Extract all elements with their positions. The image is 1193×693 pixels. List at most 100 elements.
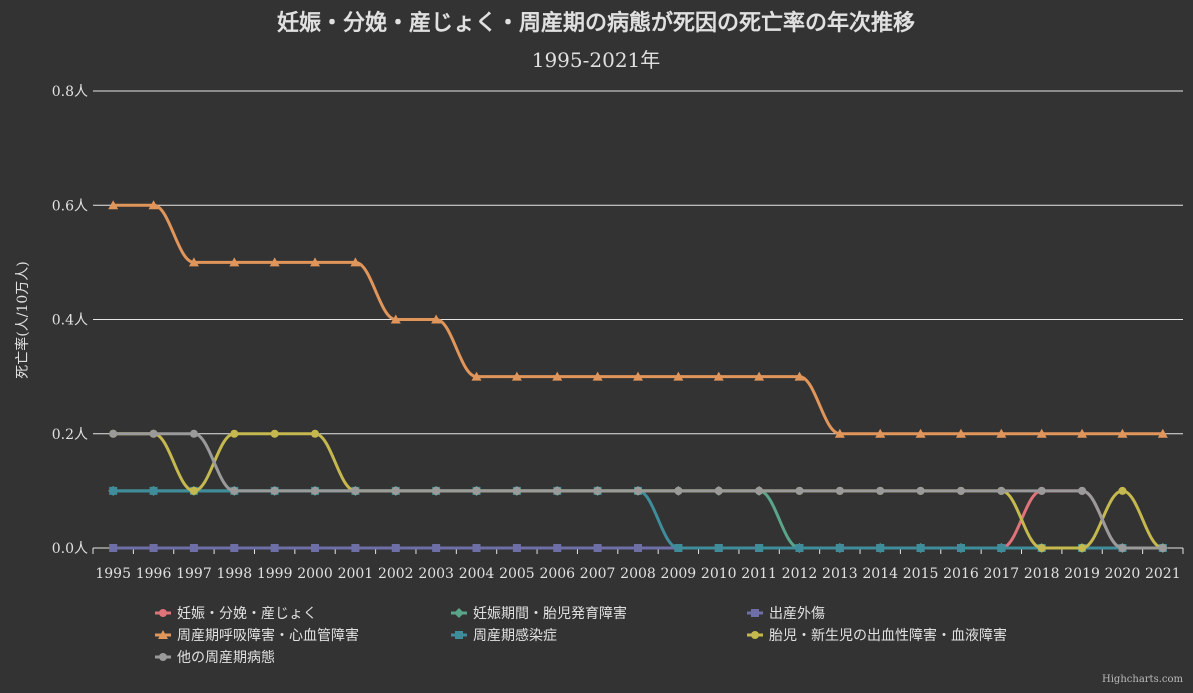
data-point[interactable]: [148, 200, 159, 210]
data-point[interactable]: [189, 429, 198, 438]
data-point[interactable]: [955, 428, 966, 438]
data-point[interactable]: [270, 544, 279, 552]
data-point[interactable]: [311, 544, 320, 552]
data-point[interactable]: [350, 257, 361, 267]
data-point[interactable]: [794, 371, 805, 381]
series-6[interactable]: [109, 429, 1167, 552]
data-point[interactable]: [189, 544, 198, 552]
data-point[interactable]: [1078, 544, 1087, 552]
data-point[interactable]: [876, 486, 885, 495]
data-point[interactable]: [633, 371, 643, 381]
data-point[interactable]: [875, 428, 886, 438]
data-point[interactable]: [714, 486, 723, 495]
legend-label[interactable]: 出産外傷: [769, 606, 825, 622]
data-point[interactable]: [230, 544, 239, 552]
data-point[interactable]: [109, 429, 118, 438]
data-point[interactable]: [795, 544, 804, 552]
data-point[interactable]: [553, 544, 562, 552]
data-point[interactable]: [1037, 544, 1046, 552]
data-point[interactable]: [593, 544, 602, 552]
data-point[interactable]: [471, 371, 482, 381]
data-point[interactable]: [1157, 428, 1168, 438]
data-point[interactable]: [835, 486, 844, 495]
data-point[interactable]: [1037, 486, 1046, 495]
data-point[interactable]: [553, 486, 562, 495]
data-point[interactable]: [512, 544, 521, 552]
data-point[interactable]: [108, 200, 119, 210]
series-3[interactable]: [108, 200, 1168, 438]
data-point[interactable]: [834, 428, 845, 438]
data-point[interactable]: [916, 544, 925, 552]
legend-item[interactable]: 出産外傷: [747, 606, 825, 622]
legend-item[interactable]: 妊娠・分娩・産じょく: [155, 606, 317, 622]
data-point[interactable]: [431, 314, 442, 324]
data-point[interactable]: [391, 544, 400, 552]
data-point[interactable]: [310, 257, 321, 267]
legend-label[interactable]: 周産期感染症: [473, 627, 557, 644]
data-point[interactable]: [432, 486, 441, 495]
data-point[interactable]: [956, 544, 965, 552]
data-point[interactable]: [189, 486, 198, 495]
data-point[interactable]: [1117, 428, 1128, 438]
data-point[interactable]: [997, 486, 1006, 495]
legend-label[interactable]: 他の周産期病態: [177, 650, 275, 666]
data-point[interactable]: [270, 486, 279, 495]
data-point[interactable]: [755, 544, 764, 552]
data-point[interactable]: [511, 371, 522, 381]
data-point[interactable]: [1077, 428, 1088, 438]
data-point[interactable]: [391, 486, 400, 495]
series-line[interactable]: [111, 489, 1165, 550]
legend-label[interactable]: 妊娠期間・胎児発育障害: [473, 606, 627, 622]
data-point[interactable]: [956, 486, 965, 495]
data-point[interactable]: [109, 486, 118, 495]
legend-item[interactable]: 周産期感染症: [451, 627, 557, 644]
data-point[interactable]: [673, 371, 684, 381]
data-point[interactable]: [1078, 486, 1087, 495]
data-point[interactable]: [472, 486, 481, 495]
data-point[interactable]: [713, 371, 724, 381]
data-point[interactable]: [1158, 544, 1167, 552]
legend-label[interactable]: 妊娠・分娩・産じょく: [177, 606, 317, 622]
data-point[interactable]: [149, 544, 158, 552]
data-point[interactable]: [432, 544, 441, 552]
data-point[interactable]: [230, 429, 239, 438]
legend-label[interactable]: 胎児・新生児の出血性障害・血液障害: [769, 628, 1007, 644]
data-point[interactable]: [472, 544, 481, 552]
series-line[interactable]: [111, 489, 1165, 550]
data-point[interactable]: [714, 544, 723, 552]
legend-item[interactable]: 周産期呼吸障害・心血管障害: [155, 628, 359, 644]
legend-label[interactable]: 周産期呼吸障害・心血管障害: [177, 628, 359, 644]
data-point[interactable]: [754, 371, 765, 381]
data-point[interactable]: [755, 486, 764, 495]
data-point[interactable]: [634, 486, 642, 495]
data-point[interactable]: [269, 257, 280, 267]
legend-item[interactable]: 他の周産期病態: [155, 650, 275, 666]
data-point[interactable]: [997, 544, 1006, 552]
data-point[interactable]: [592, 371, 603, 381]
data-point[interactable]: [552, 371, 563, 381]
data-point[interactable]: [674, 486, 683, 495]
data-point[interactable]: [674, 544, 683, 552]
data-point[interactable]: [1118, 544, 1127, 552]
data-point[interactable]: [230, 486, 239, 495]
data-point[interactable]: [188, 257, 199, 267]
data-point[interactable]: [512, 486, 521, 495]
data-point[interactable]: [311, 429, 320, 438]
data-point[interactable]: [795, 486, 804, 495]
data-point[interactable]: [109, 544, 118, 552]
data-point[interactable]: [1118, 486, 1127, 495]
data-point[interactable]: [916, 486, 925, 495]
data-point[interactable]: [311, 486, 320, 495]
credits[interactable]: Highcharts.com: [1102, 674, 1183, 685]
data-point[interactable]: [229, 257, 240, 267]
data-point[interactable]: [270, 429, 279, 438]
data-point[interactable]: [593, 486, 602, 495]
data-point[interactable]: [149, 486, 158, 495]
data-point[interactable]: [351, 544, 360, 552]
data-point[interactable]: [835, 544, 844, 552]
series-line[interactable]: [111, 203, 1165, 436]
data-point[interactable]: [149, 429, 158, 438]
data-point[interactable]: [390, 314, 401, 324]
data-point[interactable]: [351, 486, 360, 495]
legend-item[interactable]: 胎児・新生児の出血性障害・血液障害: [747, 628, 1007, 644]
